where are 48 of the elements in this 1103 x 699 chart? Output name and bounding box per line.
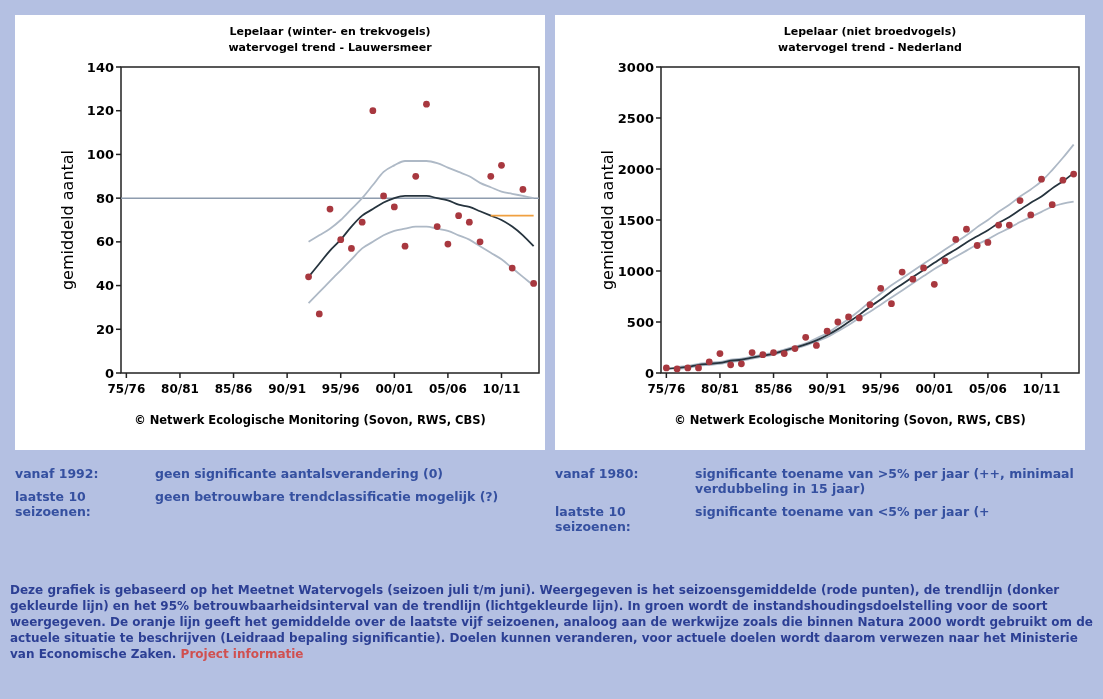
x-tick-label: 90/91 <box>268 382 307 396</box>
text: vanaf 1992: <box>15 466 100 481</box>
text: significante toename van <5% per jaar (+ <box>695 504 991 521</box>
text: Project informatie <box>180 647 304 661</box>
y-tick-label: 20 <box>95 321 114 337</box>
y-tick-label: 2000 <box>617 161 654 177</box>
x-tick-label: 05/06 <box>969 382 1007 396</box>
x-tick-label: 05/06 <box>429 382 467 396</box>
chart-title: Lepelaar (niet broedvogels) <box>783 25 957 38</box>
y-tick-label: 3000 <box>617 59 654 75</box>
text: geen significante aantalsverandering (0) <box>155 466 445 481</box>
text: © Netwerk Ecologische Monitoring (Sovon, RWS, CBS) <box>134 413 486 427</box>
x-tick-label: 95/96 <box>861 382 900 396</box>
y-tick-label: 1500 <box>617 212 654 228</box>
y-tick-label: 80 <box>95 190 114 206</box>
text: laatste 10 seizoenen: <box>15 489 92 519</box>
x-tick-label: 85/86 <box>754 382 793 396</box>
y-tick-label: 1000 <box>617 263 654 279</box>
x-tick-label: 90/91 <box>808 382 847 396</box>
y-tick-label: 40 <box>95 278 114 294</box>
x-tick-label: 10/11 <box>1022 382 1061 396</box>
y-tick-label: 140 <box>86 59 114 75</box>
x-tick-label: 85/86 <box>214 382 253 396</box>
x-tick-label: 00/01 <box>915 382 954 396</box>
y-tick-label: 120 <box>86 103 114 119</box>
x-tick-label: 10/11 <box>482 382 521 396</box>
x-tick-label: 75/76 <box>107 382 146 396</box>
text: © Netwerk Ecologische Monitoring (Sovon, RWS, CBS) <box>674 413 1026 427</box>
x-tick-label: 95/96 <box>321 382 360 396</box>
x-tick-label: 80/81 <box>701 382 739 396</box>
chart-subtitle: watervogel trend - Lauwersmeer <box>228 41 433 54</box>
text: vanaf 1980: <box>555 466 640 483</box>
x-tick-label: 00/01 <box>375 382 414 396</box>
x-tick-label: 80/81 <box>161 382 199 396</box>
y-tick-label: 0 <box>104 365 114 381</box>
y-tick-label: 100 <box>86 146 114 162</box>
y-axis-title: gemiddeld aantal <box>58 149 77 291</box>
y-tick-label: 500 <box>626 314 654 330</box>
chart-subtitle: watervogel trend - Nederland <box>778 41 962 54</box>
chart-title: Lepelaar (winter- en trekvogels) <box>229 25 431 38</box>
y-tick-label: 2500 <box>617 110 654 126</box>
y-tick-label: 0 <box>644 365 654 381</box>
y-axis-title: gemiddeld aantal <box>598 149 617 291</box>
text: laatste 10 seizoenen: <box>555 504 632 534</box>
y-tick-label: 60 <box>95 234 114 250</box>
text: geen betrouwbare trendclassificatie mogelijk (?) <box>155 489 500 506</box>
x-tick-label: 75/76 <box>647 382 686 396</box>
text: significante toename van >5% per jaar (++, minimaal verdubbeling in 15 jaar) <box>695 466 1075 496</box>
